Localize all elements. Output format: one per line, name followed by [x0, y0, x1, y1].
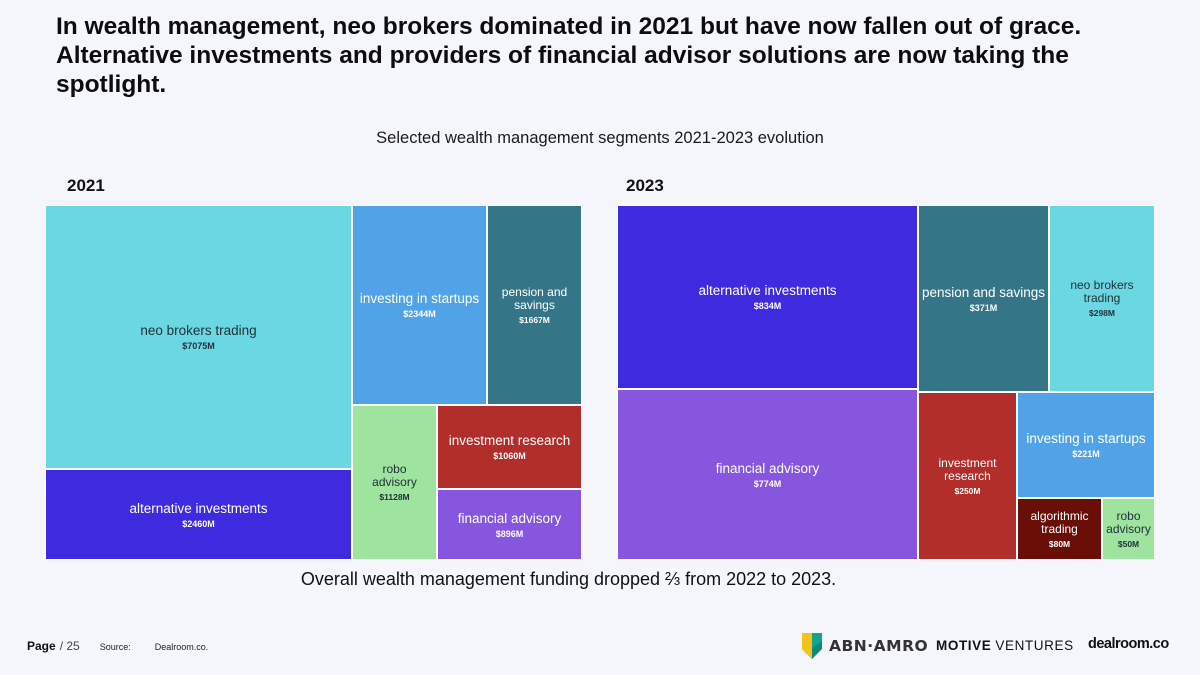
tile-value: $298M — [1089, 308, 1115, 318]
headline: In wealth management, neo brokers domina… — [56, 13, 1082, 98]
tile-value: $1128M — [379, 492, 410, 502]
treemap-tile-2023-robo-advisory: robo advisory $50M — [1102, 498, 1155, 560]
tile-value: $1060M — [493, 451, 526, 461]
treemap-tile-2023-investing-in-startups: investing in startups $221M — [1017, 392, 1155, 498]
tile-label: robo advisory — [1106, 508, 1151, 536]
tile-value: $80M — [1048, 538, 1071, 549]
treemap-tile-2021-investment-research: investment research $1060M — [437, 405, 582, 489]
treemap-tile-2021-robo-advisory: robo advisory $1128M — [352, 405, 437, 560]
treemap-tile-2023-algorithmic-trading: algorithmic trading $80M — [1017, 498, 1102, 560]
source-value: Dealroom.co. — [154, 642, 209, 652]
treemap-tile-2021-investing-in-startups: investing in startups $2344M — [352, 205, 487, 405]
tile-label: algorithmic trading — [1030, 508, 1089, 536]
treemap-tile-2021-alternative-investments: alternative investments $2460M — [45, 469, 352, 560]
tile-value: $221M — [1072, 449, 1100, 459]
treemap-tile-2023-alternative-investments: alternative investments $834M — [617, 205, 918, 389]
tile-label: neo brokers trading — [1070, 278, 1134, 305]
footer-page-info: Page / 25 Source: Dealroom.co. — [27, 639, 208, 653]
tile-label: financial advisory — [715, 460, 820, 476]
dealroom-logo: dealroom.co — [1088, 636, 1169, 652]
year-label-2021: 2021 — [67, 176, 105, 195]
motive-ventures-logo: MOTIVE VENTURES — [936, 638, 1074, 653]
tile-label: pension and savings — [501, 284, 568, 312]
tile-value: $834M — [753, 301, 782, 311]
tile-value: $2344M — [403, 309, 436, 319]
treemap-2021: neo brokers trading $7075M alternative inv… — [45, 205, 582, 560]
motive-logo-bold: MOTIVE — [936, 638, 992, 653]
tile-value: $1667M — [519, 314, 550, 325]
tile-value: $371M — [969, 302, 998, 313]
abn-amro-logo-text: ABN·AMRO — [829, 637, 929, 655]
source-label: Source: — [99, 642, 131, 652]
abn-amro-shield-icon — [802, 633, 822, 659]
tile-value: $774M — [753, 478, 782, 489]
treemap-tile-2023-financial-advisory: financial advisory $774M — [617, 389, 918, 560]
page-total: / 25 — [59, 639, 80, 653]
treemap-tile-2021-financial-advisory: financial advisory $896M — [437, 489, 582, 560]
page-label: Page — [27, 639, 56, 653]
tile-label: investment research — [448, 433, 571, 448]
tile-label: pension and savings — [921, 284, 1046, 300]
tile-label: investing in startups — [1026, 431, 1146, 446]
motive-logo-regular: VENTURES — [995, 638, 1074, 653]
tile-value: $250M — [954, 485, 981, 496]
abn-amro-logo: ABN·AMRO — [801, 632, 928, 660]
tile-value: $50M — [1117, 538, 1140, 549]
tile-value: $2460M — [182, 518, 215, 529]
treemap-2023: alternative investments $834M financial ad… — [617, 205, 1155, 560]
tile-label: neo brokers trading — [140, 323, 257, 338]
treemap-tile-2023-investment-research: investment research $250M — [918, 392, 1017, 560]
year-label-2023: 2023 — [626, 176, 664, 195]
treemap-tile-2023-neo-brokers-trading: neo brokers trading $298M — [1049, 205, 1155, 392]
treemap-tile-2023-pension-and-savings: pension and savings $371M — [918, 205, 1049, 392]
tile-label: investing in startups — [359, 291, 480, 306]
treemap-tile-2021-pension-and-savings: pension and savings $1667M — [487, 205, 582, 405]
footnote: Overall wealth management funding droppe… — [300, 569, 837, 589]
tile-label: investment research — [938, 455, 997, 483]
treemap-tile-2021-neo-brokers-trading: neo brokers trading $7075M — [45, 205, 352, 469]
chart-title: Selected wealth management segments 2021… — [376, 129, 824, 147]
tile-value: $7075M — [182, 341, 215, 351]
tile-label: alternative investments — [129, 500, 268, 516]
tile-label: alternative investments — [698, 283, 837, 298]
tile-value: $896M — [495, 528, 524, 539]
tile-label: robo advisory — [372, 462, 417, 489]
tile-label: financial advisory — [457, 510, 562, 526]
